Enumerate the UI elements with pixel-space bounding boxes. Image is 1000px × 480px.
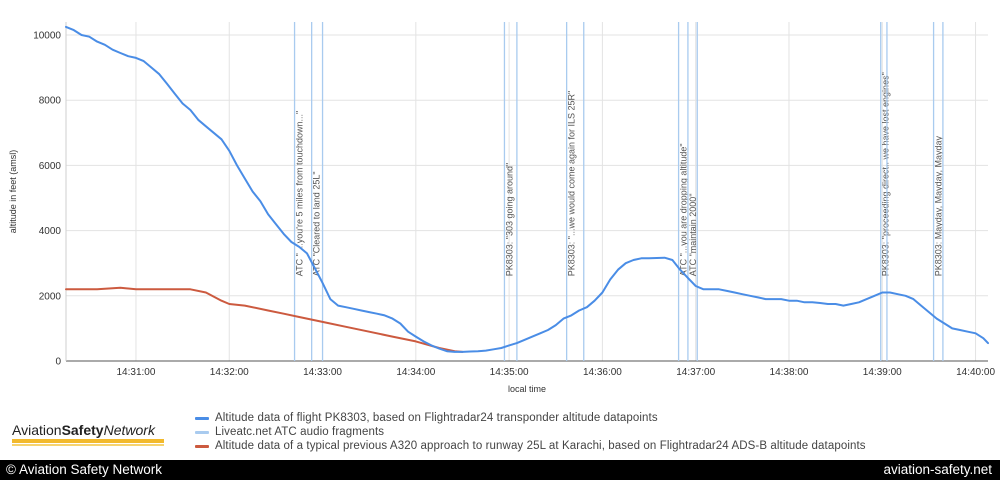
y-tick-label: 10000 <box>33 31 61 42</box>
x-tick-label: 14:31:00 <box>116 367 155 378</box>
series-line-typical-approach <box>65 286 464 353</box>
logo-underline-light <box>12 444 164 446</box>
x-tick-label: 14:32:00 <box>210 367 249 378</box>
logo-part-network: Network <box>103 422 155 438</box>
legend-swatch-pk8303 <box>195 416 209 420</box>
x-tick-label: 14:39:00 <box>863 367 902 378</box>
footer-bar: © Aviation Safety Network aviation-safet… <box>0 460 1000 480</box>
logo-part-aviation: Aviation <box>12 422 62 438</box>
legend: Altitude data of flight PK8303, based on… <box>0 405 1000 460</box>
atc-marker-label: PK8303: Mayday, Mayday, Mayday <box>934 136 944 277</box>
x-tick-label: 14:33:00 <box>303 367 342 378</box>
atc-marker-label: ATC "...you are dropping altitude" <box>679 143 689 276</box>
atc-marker-label: PK8303: "303 going around" <box>504 163 514 276</box>
y-tick-label: 8000 <box>39 96 62 107</box>
logo-part-safety: Safety <box>61 422 104 438</box>
series-line-pk8303 <box>65 25 989 353</box>
y-tick-label: 2000 <box>39 291 62 302</box>
atc-marker-label: ATC "maintain 2000" <box>688 193 698 276</box>
atc-marker-label: ATC " ...you're 5 miles from touchdown..… <box>295 111 305 277</box>
x-tick-label: 14:35:00 <box>490 367 529 378</box>
y-axis-title: altitude in feet (amsl) <box>8 150 18 234</box>
footer-copyright: © Aviation Safety Network <box>6 462 163 477</box>
footer-site-link[interactable]: aviation-safety.net <box>883 462 992 477</box>
x-tick-label: 14:34:00 <box>396 367 435 378</box>
legend-label-typical-approach: Altitude data of a typical previous A320… <box>215 440 866 452</box>
asn-logo: AviationSafetyNetwork <box>12 422 167 452</box>
legend-swatch-typical-approach <box>195 444 209 448</box>
atc-marker-label: PK8303: "...we would come again for ILS … <box>567 91 577 277</box>
chart-area: 0 2000 4000 6000 8000 10000 14:31:00 14:32:00 14… <box>8 22 995 394</box>
legend-label-atc: Liveatc.net ATC audio fragments <box>215 426 385 438</box>
atc-marker-label: ATC "Cleared to land 25L" <box>312 171 322 276</box>
x-tick-label: 14:38:00 <box>770 367 809 378</box>
x-axis-title: local time <box>508 384 546 394</box>
altitude-chart: 0 2000 4000 6000 8000 10000 14:31:00 14:32:00 14… <box>8 22 995 394</box>
legend-item-atc: Liveatc.net ATC audio fragments <box>195 425 384 439</box>
legend-label-pk8303: Altitude data of flight PK8303, based on… <box>215 412 658 424</box>
legend-swatch-atc <box>195 430 209 434</box>
y-tick-label: 4000 <box>39 226 62 237</box>
y-tick-label: 6000 <box>39 161 62 172</box>
logo-underline <box>12 439 164 443</box>
logo-text: AviationSafetyNetwork <box>12 422 167 438</box>
y-tick-label: 0 <box>55 357 61 368</box>
x-tick-label: 14:36:00 <box>583 367 622 378</box>
atc-marker-label: PK8303: "proceeding direct.. we have los… <box>881 72 891 276</box>
legend-item-pk8303: Altitude data of flight PK8303, based on… <box>195 411 658 425</box>
x-tick-label: 14:40:00 <box>956 367 995 378</box>
x-tick-label: 14:37:00 <box>676 367 715 378</box>
legend-item-typical-approach: Altitude data of a typical previous A320… <box>195 439 866 453</box>
